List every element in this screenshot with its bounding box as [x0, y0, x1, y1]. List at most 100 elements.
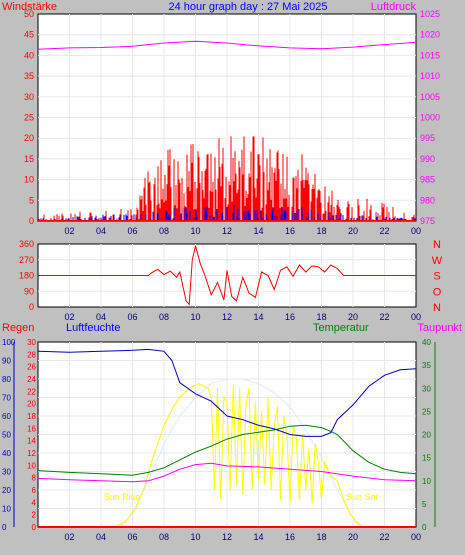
- humidity-y-tick: 40: [2, 449, 11, 458]
- wind-strength-axis-label: Windstärke: [2, 1, 57, 13]
- rain-y-tick: 18: [27, 412, 36, 421]
- rain-y-tick: 16: [27, 424, 36, 433]
- pressure-y-tick: 1010: [420, 71, 440, 81]
- humidity-y-tick: 0: [2, 523, 7, 532]
- wind-x-tick: 06: [127, 226, 137, 236]
- dewpoint-axis-label: Taupunkt: [417, 322, 462, 334]
- humidity-y-tick: 50: [2, 431, 11, 440]
- solar-envelope-line: [119, 378, 363, 528]
- rain-y-tick: 8: [32, 474, 37, 483]
- humidity-y-tick: 100: [2, 338, 16, 347]
- direction-x-tick: 14: [253, 312, 263, 322]
- compass-label: S: [433, 271, 440, 283]
- wind-y-tick: 5: [29, 195, 34, 205]
- compass-label: W: [432, 255, 443, 267]
- wind-y-tick: 0: [29, 216, 34, 226]
- climate-x-tick: 00: [411, 532, 421, 542]
- climate-x-tick: 16: [285, 532, 295, 542]
- wind-y-tick: 35: [24, 71, 34, 81]
- climate-x-tick: 12: [222, 532, 232, 542]
- rain-y-tick: 10: [27, 461, 36, 470]
- humidity-y-tick: 70: [2, 394, 11, 403]
- humidity-line: [37, 348, 417, 437]
- wind-x-tick: 14: [253, 226, 263, 236]
- direction-x-tick: 16: [285, 312, 295, 322]
- solar-radiation-line: [113, 383, 363, 528]
- temperature-line: [37, 424, 417, 476]
- rain-y-tick: 4: [32, 498, 37, 507]
- direction-x-tick: 10: [190, 312, 200, 322]
- data-series: [37, 40, 417, 528]
- wind-x-tick: 00: [411, 226, 421, 236]
- climate-x-tick: 14: [253, 532, 263, 542]
- temperature-y-tick: 15: [422, 454, 431, 463]
- rain-y-tick: 14: [27, 437, 36, 446]
- wind-x-tick: 22: [379, 226, 389, 236]
- climate-x-tick: 20: [348, 532, 358, 542]
- climate-x-tick: 10: [190, 532, 200, 542]
- rain-y-tick: 24: [27, 375, 36, 384]
- wind-x-tick: 08: [159, 226, 169, 236]
- wind-y-tick: 15: [24, 154, 34, 164]
- rain-axis-label: Regen: [2, 322, 34, 334]
- sunset-label: Sun Set: [346, 492, 379, 502]
- pressure-y-tick: 1025: [420, 9, 440, 19]
- direction-y-tick: 270: [19, 255, 34, 265]
- wind-x-tick: 02: [64, 226, 74, 236]
- climate-x-tick: 04: [96, 532, 106, 542]
- wind-y-tick: 30: [24, 92, 34, 102]
- graph-title: 24 hour graph day : 27 Mai 2025: [168, 1, 327, 13]
- humidity-y-tick: 60: [2, 412, 11, 421]
- direction-x-tick: 02: [64, 312, 74, 322]
- temperature-y-tick: 25: [422, 407, 431, 416]
- wind-y-tick: 45: [24, 30, 34, 40]
- pressure-axis-label: Luftdruck: [371, 1, 417, 13]
- wind-y-tick: 50: [24, 9, 34, 19]
- rain-y-tick: 28: [27, 350, 36, 359]
- direction-x-tick: 18: [316, 312, 326, 322]
- direction-y-tick: 180: [19, 271, 34, 281]
- climate-x-tick: 08: [159, 532, 169, 542]
- wind-y-tick: 40: [24, 50, 34, 60]
- humidity-y-tick: 80: [2, 375, 11, 384]
- humidity-y-tick: 30: [2, 468, 11, 477]
- compass-label: N: [433, 239, 441, 251]
- rain-y-tick: 2: [32, 511, 37, 520]
- temperature-y-tick: 30: [422, 384, 431, 393]
- pressure-y-tick: 985: [420, 175, 435, 185]
- pressure-y-tick: 1005: [420, 92, 440, 102]
- rain-y-tick: 20: [27, 400, 36, 409]
- direction-x-tick: 04: [96, 312, 106, 322]
- pressure-y-tick: 980: [420, 195, 435, 205]
- climate-x-tick: 02: [64, 532, 74, 542]
- wind-x-tick: 10: [190, 226, 200, 236]
- pressure-line: [37, 40, 417, 50]
- direction-y-tick: 360: [19, 239, 34, 249]
- pressure-y-tick: 1020: [420, 30, 440, 40]
- direction-y-tick: 90: [24, 286, 34, 296]
- compass-label: N: [433, 302, 441, 314]
- climate-x-tick: 06: [127, 532, 137, 542]
- temperature-y-tick: 10: [422, 477, 431, 486]
- wind-y-tick: 10: [24, 175, 34, 185]
- rain-y-tick: 22: [27, 387, 36, 396]
- sunrise-label: Sun Rise: [104, 492, 141, 502]
- pressure-y-tick: 975: [420, 216, 435, 226]
- direction-x-tick: 20: [348, 312, 358, 322]
- wind-x-tick: 18: [316, 226, 326, 236]
- dewpoint-line: [37, 462, 417, 483]
- humidity-y-tick: 10: [2, 505, 11, 514]
- wind-x-tick: 04: [96, 226, 106, 236]
- temperature-y-tick: 40: [422, 338, 431, 347]
- rain-y-tick: 26: [27, 363, 36, 372]
- humidity-axis-label: Luftfeuchte: [66, 322, 120, 334]
- rain-y-tick: 30: [27, 338, 36, 347]
- temperature-y-tick: 0: [422, 523, 427, 532]
- humidity-y-tick: 90: [2, 357, 11, 366]
- direction-x-tick: 08: [159, 312, 169, 322]
- direction-x-tick: 12: [222, 312, 232, 322]
- wind-x-tick: 16: [285, 226, 295, 236]
- pressure-y-tick: 1000: [420, 113, 440, 123]
- climate-x-tick: 22: [379, 532, 389, 542]
